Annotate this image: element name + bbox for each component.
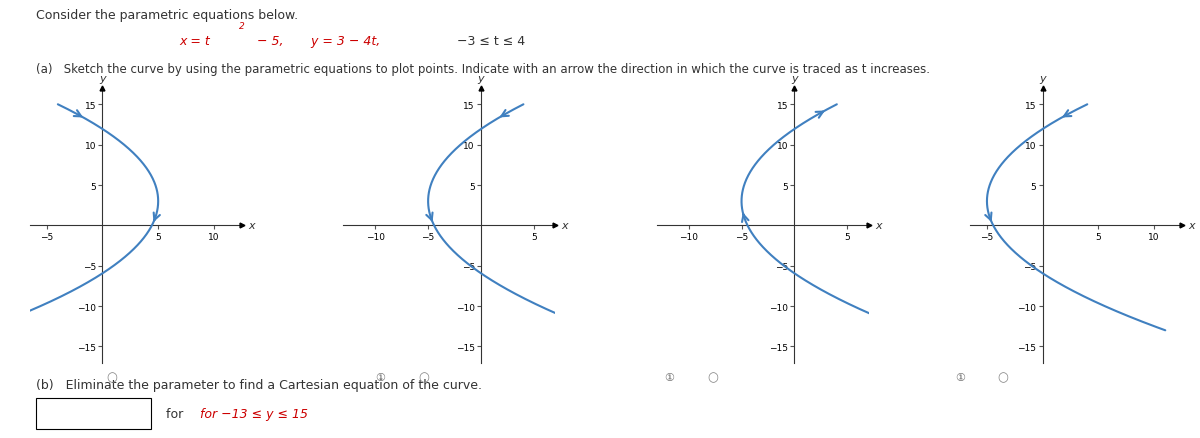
Text: y: y — [1039, 74, 1046, 84]
Text: ①: ① — [955, 372, 965, 381]
Text: 2: 2 — [239, 22, 245, 31]
Text: Consider the parametric equations below.: Consider the parametric equations below. — [36, 9, 298, 22]
Text: −3 ≤ t ≤ 4: −3 ≤ t ≤ 4 — [449, 35, 526, 48]
Text: x = t: x = t — [180, 35, 210, 48]
Text: y: y — [478, 74, 485, 84]
Text: x: x — [562, 221, 568, 231]
Text: ○: ○ — [418, 370, 430, 383]
Text: (a)   Sketch the curve by using the parametric equations to plot points. Indicat: (a) Sketch the curve by using the parame… — [36, 63, 930, 75]
Text: ○: ○ — [707, 370, 719, 383]
Text: ○: ○ — [997, 370, 1009, 383]
FancyBboxPatch shape — [36, 398, 151, 429]
Text: for −13 ≤ y ≤ 15: for −13 ≤ y ≤ 15 — [200, 408, 308, 420]
Text: ○: ○ — [106, 370, 118, 383]
Text: x: x — [1188, 221, 1195, 231]
Text: y = 3 − 4t,: y = 3 − 4t, — [304, 35, 380, 48]
Text: y: y — [100, 74, 106, 84]
Text: (b)   Eliminate the parameter to find a Cartesian equation of the curve.: (b) Eliminate the parameter to find a Ca… — [36, 378, 481, 391]
Text: − 5,: − 5, — [253, 35, 284, 48]
Text: y: y — [791, 74, 798, 84]
Text: for: for — [166, 408, 187, 420]
Text: x: x — [248, 221, 254, 231]
Text: x: x — [875, 221, 882, 231]
Text: ①: ① — [376, 372, 385, 381]
Text: ①: ① — [665, 372, 674, 381]
